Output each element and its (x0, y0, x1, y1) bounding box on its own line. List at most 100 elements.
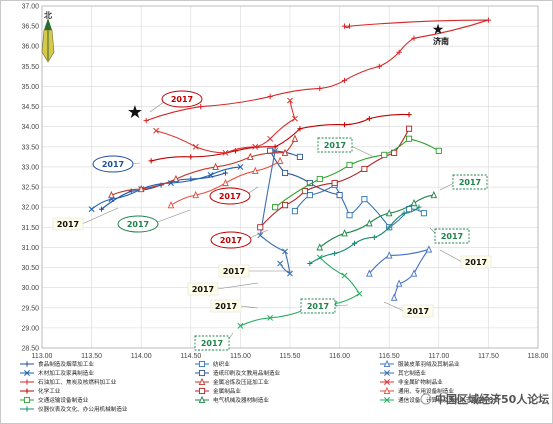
svg-text:★: ★ (127, 102, 143, 123)
callout-label: 2017 (459, 178, 481, 187)
series-13 (272, 135, 442, 211)
data-point (281, 148, 289, 156)
legend-item: 交通运输设备制造业 (20, 396, 89, 404)
callout-box (460, 255, 492, 269)
data-point (381, 151, 388, 158)
data-point (222, 149, 229, 156)
data-point (281, 169, 289, 177)
data-point (98, 206, 105, 212)
y-tick-label: 33.00 (21, 164, 39, 171)
legend-item: 服装皮革羽绒及其制品业 (380, 359, 460, 368)
callout-box (187, 282, 219, 296)
compass-north-label: 北 (44, 10, 52, 20)
data-point (435, 147, 442, 154)
legend-label: 金属冶炼及压延加工业 (213, 378, 269, 386)
data-point (384, 397, 390, 403)
data-point (276, 156, 284, 164)
data-point (341, 229, 348, 237)
y-tick-label: 30.00 (21, 285, 39, 292)
compass-arrow: 北 (41, 10, 55, 63)
y-tick-label: 31.00 (21, 245, 39, 252)
data-point (384, 379, 390, 385)
series-5 (267, 147, 343, 199)
year-callout: 2017 (194, 332, 234, 351)
data-point (485, 17, 491, 23)
legend-item: 食品制造及烟草加工业 (20, 360, 94, 368)
callout-box (434, 228, 470, 244)
callout-box (300, 298, 336, 314)
callout-leader (439, 249, 463, 263)
legend-item: 其它制造业 (380, 369, 426, 377)
callout-label: 2017 (215, 302, 237, 311)
legend-label: 仪器仪表及文化、办公用机械制造业 (38, 405, 128, 413)
data-point (24, 370, 30, 376)
series-14 (316, 190, 438, 251)
legend-item: 木材加工及家具制造业 (20, 369, 94, 377)
data-point (395, 279, 403, 287)
callout-label: 2017 (223, 267, 245, 276)
legend-label: 石油加工、焦炭及核燃料加工业 (38, 378, 117, 386)
data-point (287, 270, 293, 277)
callout-leader (151, 209, 191, 225)
series-7 (143, 17, 491, 124)
legend-label: 纺织业 (213, 360, 230, 368)
legend-label: 金属制品业 (213, 387, 241, 395)
data-point (143, 118, 149, 124)
data-point (192, 143, 199, 150)
y-tick-label: 29.00 (21, 325, 39, 332)
data-point (390, 293, 398, 301)
year-callout: 2017 (439, 174, 488, 191)
data-point (332, 250, 338, 257)
series-line (91, 166, 241, 210)
watermark: 中国区域经济50人论坛 (420, 392, 549, 406)
y-tick-label: 36.00 (21, 44, 39, 51)
year-callout: 2017 (187, 282, 259, 296)
data-point (301, 188, 308, 195)
year-callout: 2017 (218, 264, 292, 278)
data-point (385, 251, 393, 259)
series-16 (307, 204, 422, 267)
data-point (361, 165, 368, 173)
callout-label: 2017 (192, 285, 214, 294)
data-point (384, 370, 390, 376)
data-point (341, 122, 348, 128)
callout-ellipse (210, 231, 252, 249)
legend-item: 电气机械及器材制造业 (195, 395, 269, 404)
series-4 (88, 163, 244, 213)
legend-item: 造纸印刷及文教用品制造业 (195, 369, 281, 377)
callout-label: 2017 (441, 232, 463, 241)
data-point (331, 179, 338, 187)
data-point (425, 245, 433, 253)
data-point (24, 406, 30, 412)
data-point (341, 77, 348, 84)
data-point (297, 126, 303, 132)
legend: 食品制造及烟草加工业木材加工及家具制造业石油加工、焦炭及核燃料加工业化学工业交通… (20, 359, 499, 413)
data-point (198, 377, 206, 386)
data-point (108, 190, 115, 199)
data-point (153, 127, 160, 134)
data-point (420, 210, 427, 217)
x-tick-label: 113.00 (32, 353, 53, 360)
data-point (277, 260, 284, 267)
data-point (346, 23, 353, 29)
data-point (88, 206, 95, 213)
y-tick-label: 35.50 (21, 64, 39, 71)
callout-box (218, 264, 250, 278)
data-point (401, 210, 407, 216)
callout-label: 2017 (220, 236, 242, 245)
data-point (396, 49, 402, 55)
data-point (336, 192, 343, 199)
x-tick-label: 118.00 (528, 353, 549, 360)
callout-label: 2017 (57, 220, 79, 229)
data-point (198, 360, 206, 368)
y-tick-label: 37.00 (21, 4, 39, 11)
x-tick-label: 116.00 (329, 353, 350, 360)
callout-box (52, 217, 84, 231)
data-point (272, 144, 278, 150)
data-point (291, 134, 299, 142)
city-jinan-marker: ★ 济南 (432, 22, 449, 46)
data-point (383, 386, 391, 395)
legend-item: 金属冶炼及压延加工业 (195, 377, 269, 386)
callout-box (194, 335, 230, 351)
